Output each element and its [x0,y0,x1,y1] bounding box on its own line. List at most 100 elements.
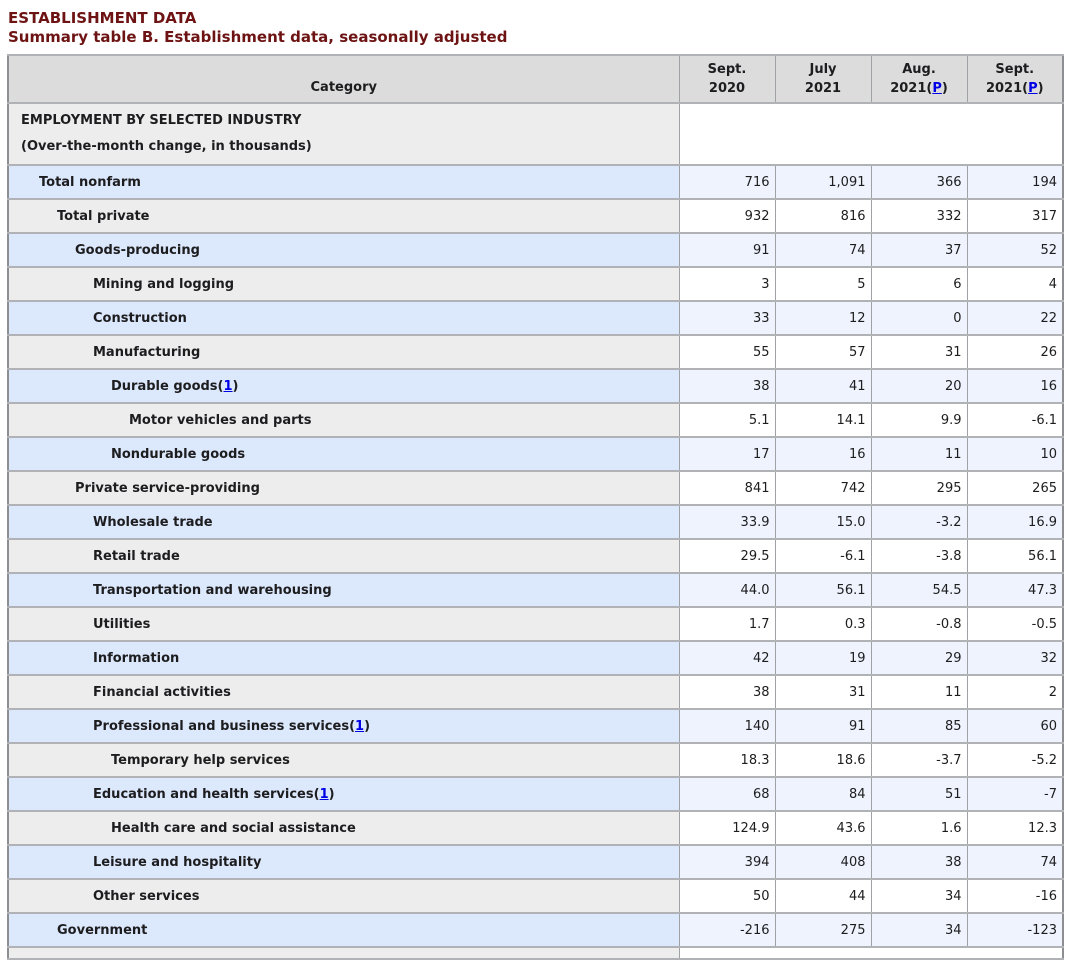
column-header-line1: Sept. [707,62,747,77]
value-cell: 16 [774,436,872,472]
value-cell: 33 [678,300,776,336]
column-header-line1: Sept. [995,62,1035,77]
table-row: Financial activities 38 31 11 2 [7,674,1064,710]
preliminary-footnote-link[interactable]: P [1028,81,1038,96]
value-cell: 0.3 [774,606,872,642]
value-cell: 57 [774,334,872,370]
value-cell: 275 [774,912,872,948]
category-cell: Professional and business services(1) [7,708,680,744]
category-cell: Total nonfarm [7,164,680,200]
column-header-category: Category [7,54,680,104]
value-cell: 38 [678,368,776,404]
value-cell: 38 [678,674,776,710]
table-row: Manufacturing 55 57 31 26 [7,334,1064,370]
value-cell: 317 [966,198,1064,234]
value-cell: 332 [870,198,968,234]
value-cell: 68 [678,776,776,812]
category-cell: Private service-providing [7,470,680,506]
table-row: Wholesale trade 33.9 15.0 -3.2 16.9 [7,504,1064,540]
value-cell: 394 [678,844,776,880]
category-cell: Wholesale trade [7,504,680,540]
value-cell: 932 [678,198,776,234]
category-label: Construction [93,310,187,326]
category-label: Motor vehicles and parts [129,412,312,428]
value-cell: 4 [966,266,1064,302]
table-row: Education and health services(1) 68 84 51 -7 [7,776,1064,812]
category-cell: Total private [7,198,680,234]
value-cell: 124.9 [678,810,776,846]
footnote-link[interactable]: 1 [355,718,365,734]
value-cell: 716 [678,164,776,200]
table-row: Nondurable goods 17 16 11 10 [7,436,1064,472]
column-header-aug-2021: Aug. 2021(P) [870,54,968,104]
category-cell: Other services [7,878,680,914]
column-header-line2: 2020 [708,81,746,96]
value-cell: 19 [774,640,872,676]
value-cell: 18.3 [678,742,776,778]
category-label: Temporary help services [111,752,290,768]
value-cell: 84 [774,776,872,812]
value-cell: 2 [966,674,1064,710]
value-cell: 10 [966,436,1064,472]
column-header-line1: Aug. [902,62,936,77]
value-cell: 295 [870,470,968,506]
value-cell: 85 [870,708,968,744]
category-label: Goods-producing [75,242,200,258]
table-row: Leisure and hospitality 394 408 38 74 [7,844,1064,880]
table-row: Mining and logging 3 5 6 4 [7,266,1064,302]
value-cell: 74 [774,232,872,268]
preliminary-footnote-link[interactable]: P [932,81,942,96]
value-cell: 51 [870,776,968,812]
category-cell: Nondurable goods [7,436,680,472]
value-cell: 366 [870,164,968,200]
column-header-line2: 2021(P) [890,81,948,96]
footnote-link[interactable]: 1 [223,378,233,394]
establishment-summary-table: Category Sept. 2020 July 2021 Aug. 2021(P) Sep… [7,54,1064,960]
next-section-category-cell [7,946,680,960]
value-cell: 1.7 [678,606,776,642]
category-cell: Motor vehicles and parts [7,402,680,438]
value-cell: 52 [966,232,1064,268]
value-cell: 26 [966,334,1064,370]
value-cell: -216 [678,912,776,948]
value-cell: 5 [774,266,872,302]
section-empty-cell [678,102,1064,166]
value-cell: 816 [774,198,872,234]
category-label: Total private [57,208,150,224]
column-header-sept-2020: Sept. 2020 [678,54,776,104]
column-header-july-2021: July 2021 [774,54,872,104]
value-cell: -16 [966,878,1064,914]
value-cell: 33.9 [678,504,776,540]
category-label: Retail trade [93,548,180,564]
value-cell: -7 [966,776,1064,812]
category-label: Other services [93,888,200,904]
section-subtitle: (Over-the-month change, in thousands) [21,139,312,154]
column-header-line1: July [809,62,837,77]
value-cell: -5.2 [966,742,1064,778]
title-block: ESTABLISHMENT DATA Summary table B. Esta… [0,0,1082,54]
value-cell: -3.8 [870,538,968,574]
next-section-empty-cell [678,946,1064,960]
column-header-line2: 2021 [804,81,842,96]
value-cell: 265 [966,470,1064,506]
value-cell: -123 [966,912,1064,948]
table-row: Government -216 275 34 -123 [7,912,1064,948]
value-cell: 17 [678,436,776,472]
category-cell: Retail trade [7,538,680,574]
value-cell: 20 [870,368,968,404]
value-cell: 742 [774,470,872,506]
value-cell: 22 [966,300,1064,336]
value-cell: 50 [678,878,776,914]
table-row: Other services 50 44 34 -16 [7,878,1064,914]
table-row: Retail trade 29.5 -6.1 -3.8 56.1 [7,538,1064,574]
value-cell: -6.1 [774,538,872,574]
value-cell: 18.6 [774,742,872,778]
category-label: Durable goods [111,378,218,394]
category-label: Nondurable goods [111,446,246,462]
footnote-link[interactable]: 1 [319,786,329,802]
page-title: ESTABLISHMENT DATA [8,9,197,27]
value-cell: -3.7 [870,742,968,778]
column-header-line2: 2021(P) [985,81,1044,96]
value-cell: 38 [870,844,968,880]
value-cell: 408 [774,844,872,880]
